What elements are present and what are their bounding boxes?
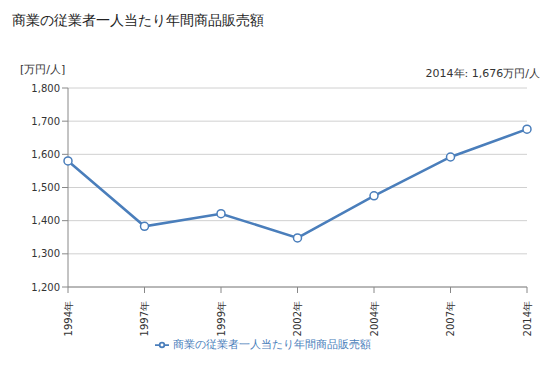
svg-text:1,400: 1,400 <box>31 215 60 226</box>
html-text:商業の従業者一人当たり年間商品販売額: 商業の従業者一人当たり年間商品販売額 <box>172 338 371 351</box>
svg-text:1994年: 1994年 <box>63 301 74 336</box>
svg-text:1,800: 1,800 <box>31 83 60 94</box>
html-text:商業の従業者一人当たり年間商品販売額: 商業の従業者一人当たり年間商品販売額 <box>12 12 264 28</box>
svg-text:1,700: 1,700 <box>31 116 60 127</box>
svg-text:1,600: 1,600 <box>31 149 60 160</box>
svg-text:2014年: 2014年 <box>522 301 533 336</box>
html-text:[万円/人]: [万円/人] <box>20 63 66 76</box>
svg-text:1,200: 1,200 <box>31 282 60 293</box>
svg-text:2007年: 2007年 <box>445 301 456 336</box>
svg-text:2002年: 2002年 <box>292 301 303 336</box>
svg-text:1,300: 1,300 <box>31 248 60 259</box>
html-text:2014年: 1,676万円/人: 2014年: 1,676万円/人 <box>425 67 540 80</box>
svg-text:1,500: 1,500 <box>31 182 60 193</box>
svg-text:2004年: 2004年 <box>369 301 380 336</box>
svg-text:1997年: 1997年 <box>139 301 150 336</box>
svg-text:1999年: 1999年 <box>216 301 227 336</box>
